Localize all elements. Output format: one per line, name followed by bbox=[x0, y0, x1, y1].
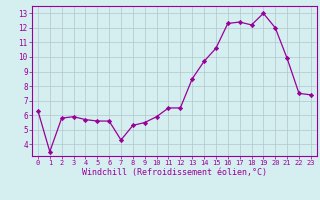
X-axis label: Windchill (Refroidissement éolien,°C): Windchill (Refroidissement éolien,°C) bbox=[82, 168, 267, 177]
